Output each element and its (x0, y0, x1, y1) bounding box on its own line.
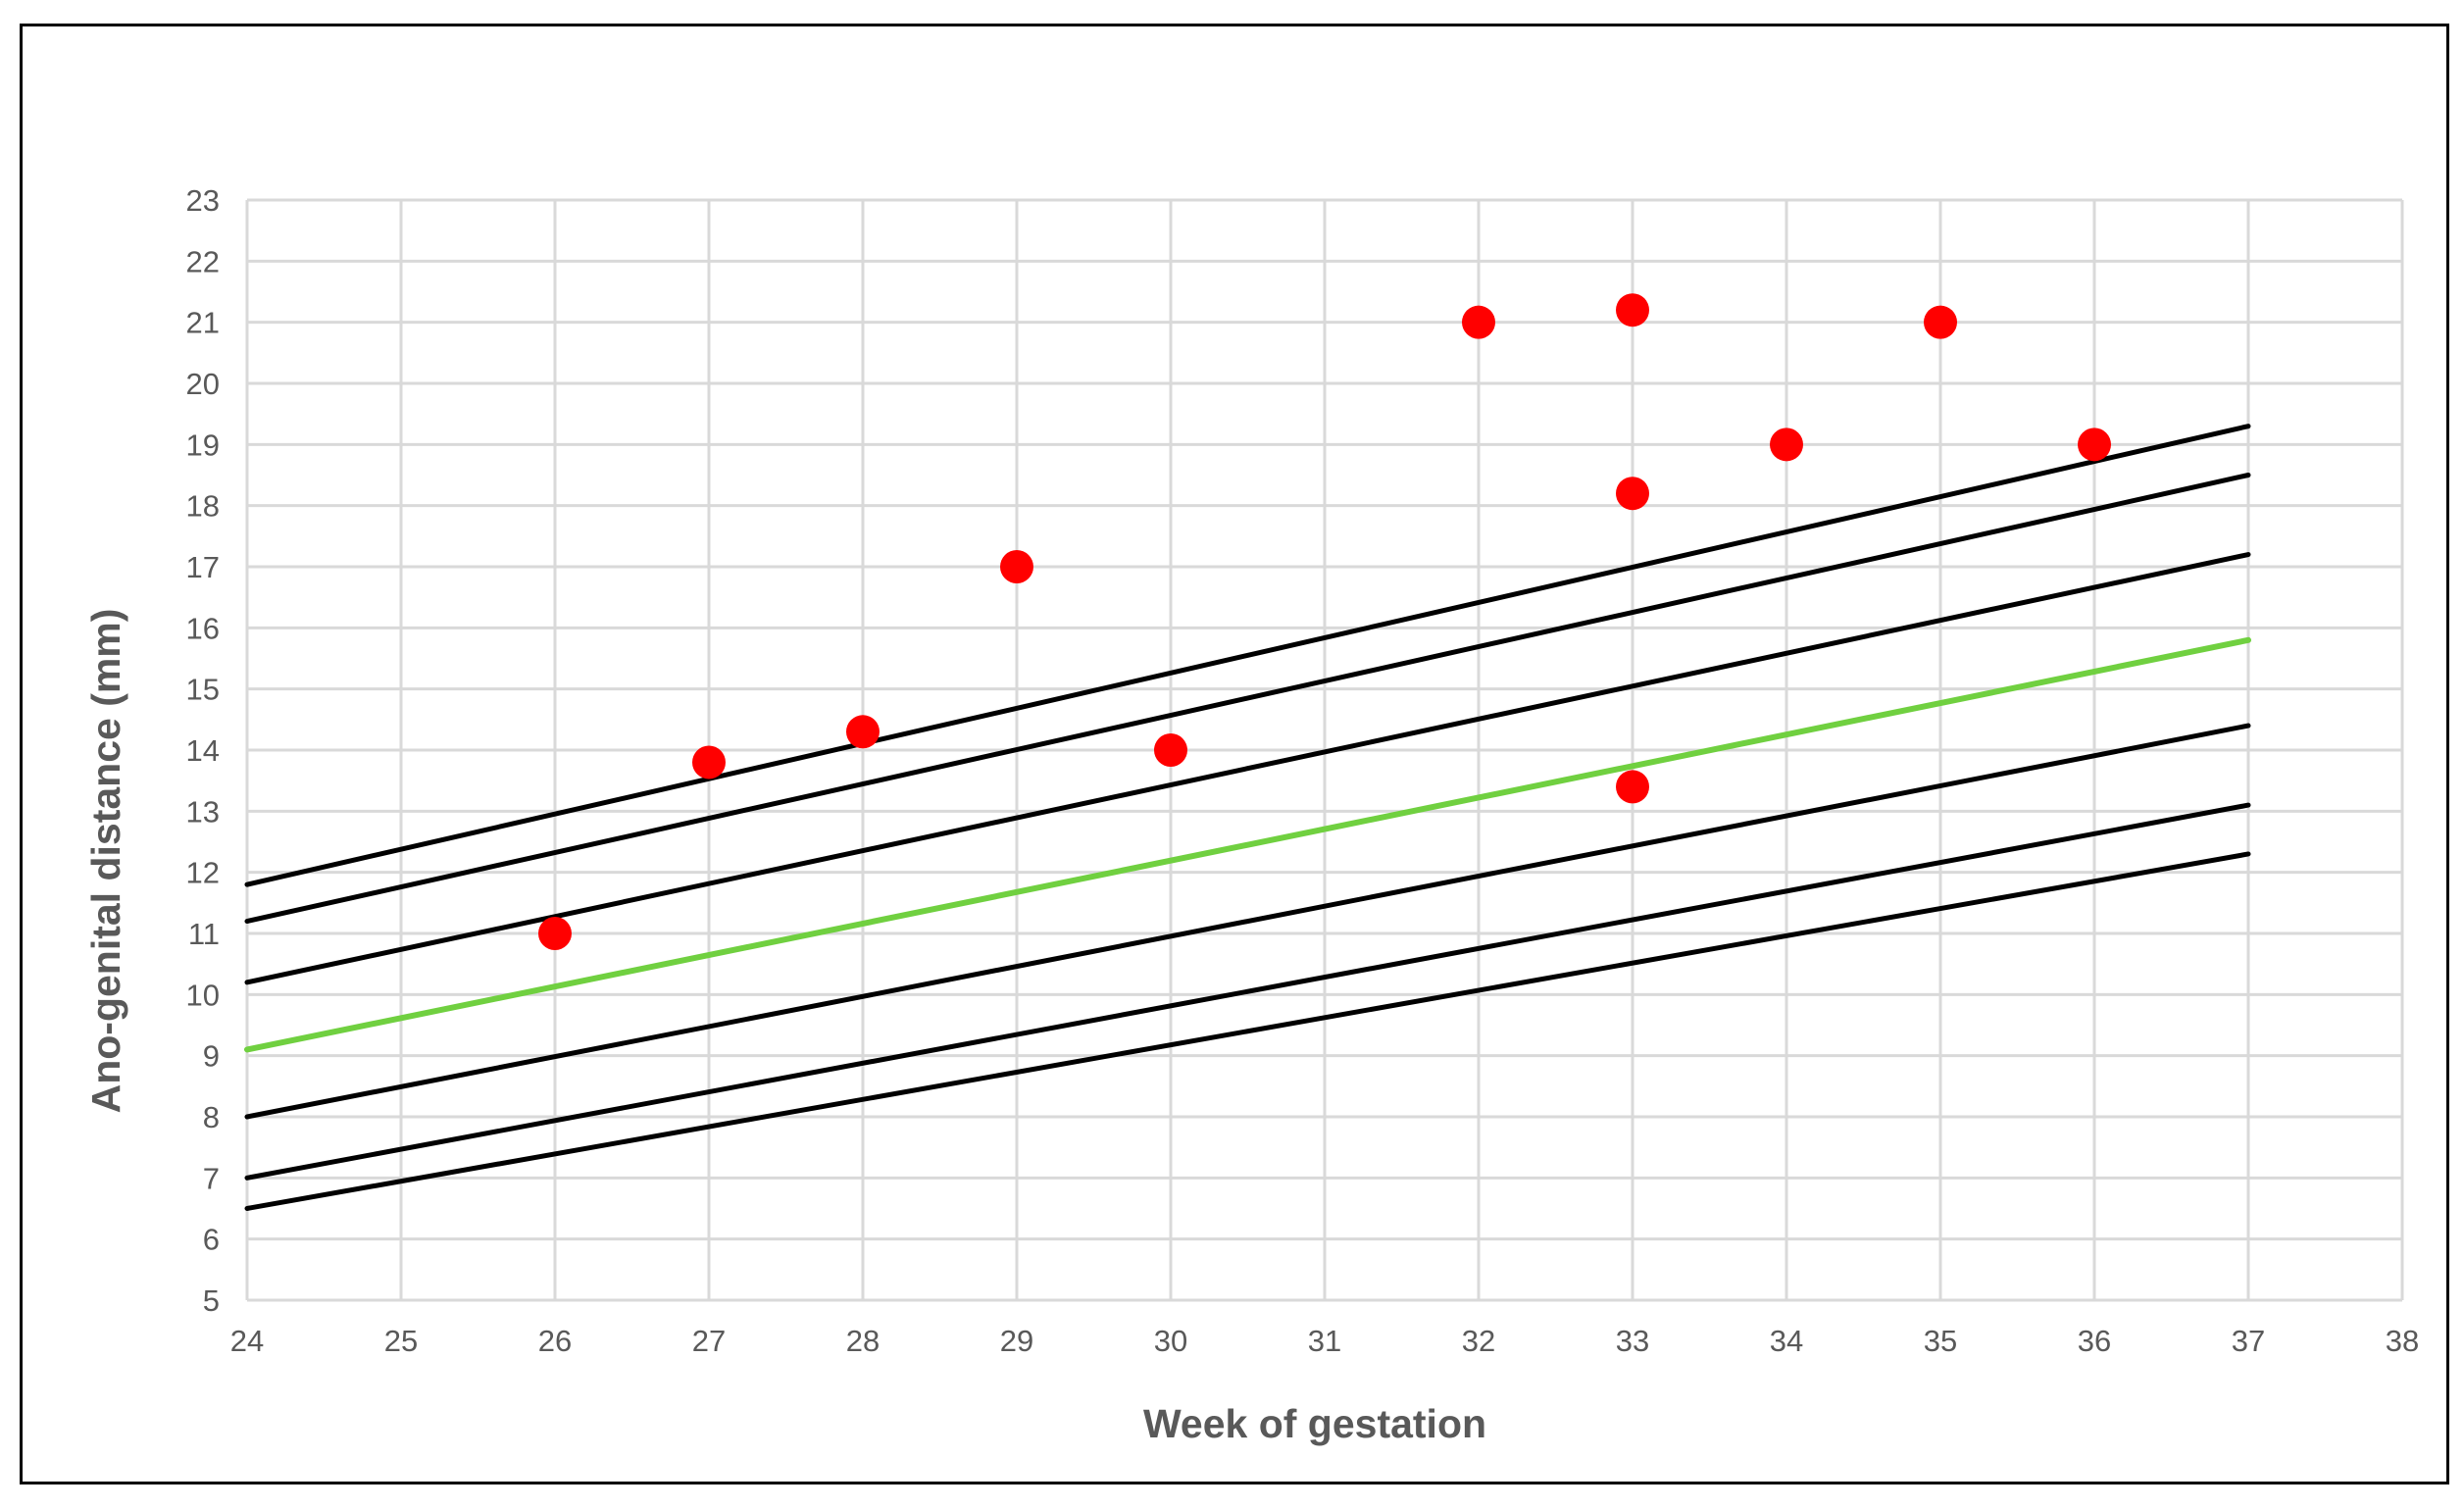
y-tick-label: 15 (186, 673, 220, 707)
percentile-line (244, 802, 2251, 1181)
data-point (1616, 293, 1649, 327)
data-point (692, 745, 726, 780)
data-point (846, 715, 880, 749)
y-tick-label: 22 (186, 244, 220, 278)
percentile-line (244, 424, 2251, 887)
x-axis-title: Week of gestation (1143, 1401, 1486, 1446)
x-tick-label: 37 (2232, 1324, 2265, 1358)
median-line (244, 636, 2251, 1053)
y-tick-label: 17 (186, 550, 220, 584)
chart-frame (20, 24, 2449, 1484)
x-tick-label: 32 (1462, 1324, 1495, 1358)
y-tick-label: 7 (203, 1161, 220, 1195)
y-tick-label: 21 (186, 306, 220, 340)
x-tick-label: 36 (2078, 1324, 2111, 1358)
percentile-line (244, 473, 2251, 925)
y-tick-label: 11 (188, 917, 220, 951)
x-tick-label: 31 (1308, 1324, 1341, 1358)
data-points (538, 293, 2111, 950)
x-tick-label: 38 (2386, 1324, 2419, 1358)
y-tick-label: 6 (203, 1223, 220, 1257)
x-tick-label: 28 (846, 1324, 880, 1358)
data-point (1770, 428, 1803, 462)
y-tick-label: 16 (186, 611, 220, 645)
y-tick-label: 5 (203, 1283, 220, 1318)
x-tick-label: 25 (384, 1324, 418, 1358)
y-tick-label: 8 (203, 1100, 220, 1134)
x-tick-label: 30 (1154, 1324, 1187, 1358)
percentile-lines (244, 424, 2251, 1211)
x-tick-label: 26 (538, 1324, 572, 1358)
data-point (1616, 770, 1649, 804)
y-tick-label: 23 (186, 183, 220, 218)
x-tick-label: 34 (1770, 1324, 1803, 1358)
y-tick-label: 10 (186, 978, 220, 1012)
y-tick-label: 14 (186, 733, 220, 768)
data-point (1616, 477, 1649, 511)
x-tick-label: 35 (1924, 1324, 1957, 1358)
y-tick-label: 20 (186, 367, 220, 401)
tick-labels: 24 25 26 27 28 29 30 31 32 33 34 35 36 37 38 5 6 7 8 9 10 11 1… (186, 183, 2420, 1358)
data-point (1462, 305, 1495, 339)
y-tick-label: 19 (186, 428, 220, 462)
y-tick-label: 12 (186, 856, 220, 890)
data-point (1924, 305, 1957, 339)
x-tick-label: 24 (230, 1324, 264, 1358)
x-tick-label: 27 (692, 1324, 726, 1358)
data-point (1000, 550, 1033, 583)
y-tick-label: 13 (186, 794, 220, 829)
percentile-line (244, 723, 2251, 1120)
y-tick-label: 9 (203, 1039, 220, 1074)
percentile-line (244, 552, 2251, 985)
data-point (538, 917, 572, 950)
y-tick-label: 18 (186, 489, 220, 524)
data-point (2078, 428, 2111, 462)
x-tick-label: 33 (1616, 1324, 1649, 1358)
y-axis-title: Ano-genital distance (mm) (83, 609, 128, 1114)
percentile-line (244, 851, 2251, 1211)
x-tick-label: 29 (1000, 1324, 1033, 1358)
data-point (1154, 733, 1187, 767)
